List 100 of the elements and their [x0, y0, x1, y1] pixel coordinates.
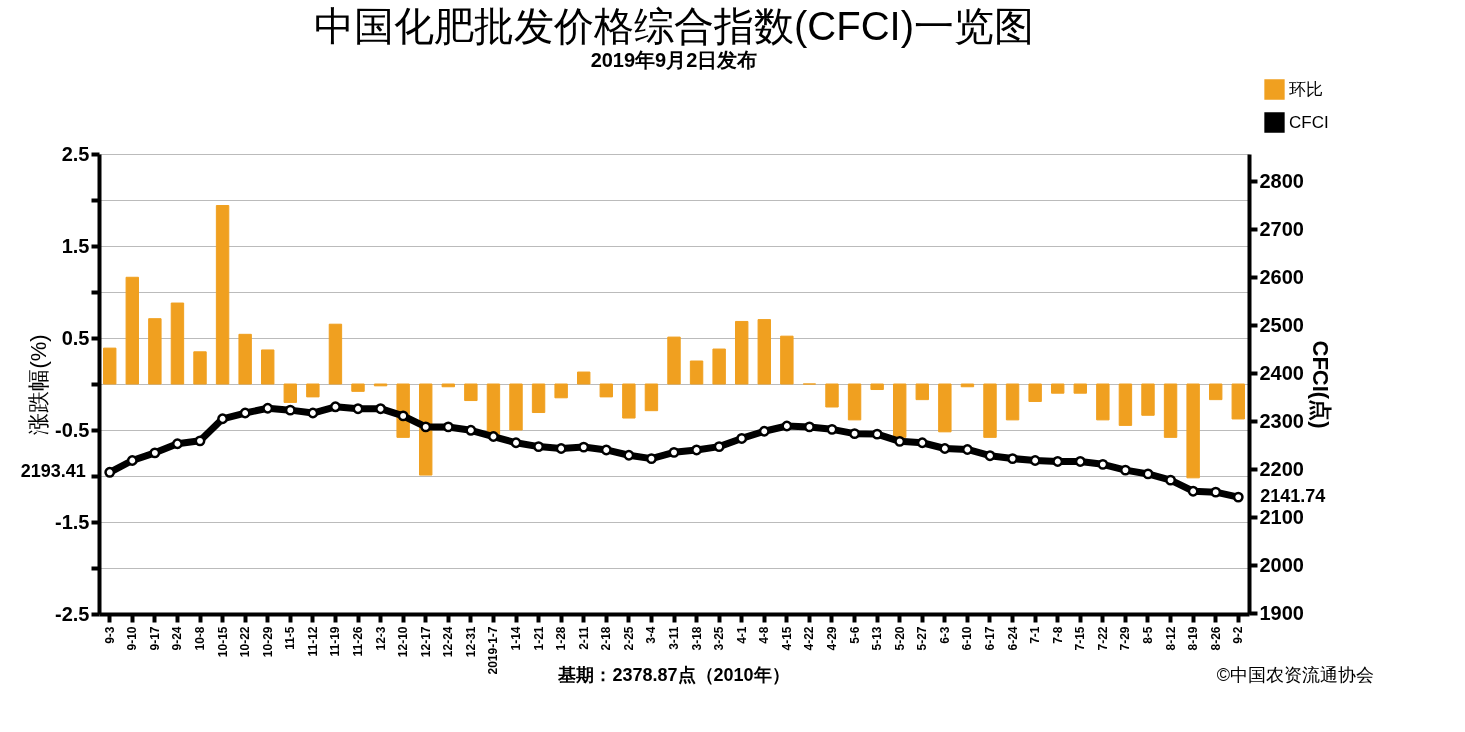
x-tick-label: 4-15 [779, 626, 794, 651]
bar [193, 351, 207, 385]
point [172, 438, 183, 450]
x-tick-label: 3-18 [689, 626, 704, 651]
point [1029, 455, 1041, 466]
bar [599, 383, 613, 398]
x-tick-label: 3-4 [644, 626, 659, 644]
bar [509, 383, 523, 431]
point [126, 455, 138, 466]
point [194, 435, 206, 447]
bar [1231, 383, 1245, 420]
bar [554, 383, 568, 399]
point [623, 449, 635, 461]
bar [1051, 383, 1065, 394]
x-tick-label: 9-10 [125, 626, 140, 651]
x-tick-label: 5-20 [892, 626, 907, 651]
point [465, 424, 477, 436]
bar [577, 371, 591, 385]
x-tick-label: 9-2 [1231, 626, 1246, 644]
y2-tick-label: 2800 [1259, 169, 1304, 192]
point [1187, 485, 1199, 497]
x-tick-label: 6-24 [1005, 626, 1020, 651]
point [939, 443, 951, 454]
point [961, 444, 973, 455]
x-tick-label: 12-17 [418, 626, 433, 658]
data-label: 2193.41 [20, 461, 86, 482]
point [1210, 486, 1222, 498]
x-tick-label: 9-24 [170, 626, 185, 651]
x-tick-label: 8-12 [1163, 626, 1178, 651]
point [578, 441, 590, 453]
bar [103, 347, 117, 385]
bar [893, 383, 907, 438]
bar [983, 383, 997, 438]
bar [689, 360, 704, 385]
point [1119, 464, 1131, 476]
point [1097, 458, 1109, 470]
y-tick-label: 1.5 [61, 234, 90, 257]
x-tick-label: 7-8 [1050, 626, 1065, 644]
x-tick-label: 4-1 [734, 626, 749, 644]
x-tick-label: 5-27 [915, 626, 930, 651]
bar [283, 383, 297, 403]
x-tick-label: 12-31 [463, 626, 478, 658]
point [984, 450, 996, 462]
point [849, 428, 860, 440]
x-tick-label: 8-5 [1140, 626, 1155, 644]
bar [306, 383, 320, 398]
x-tick-label: 9-17 [147, 626, 162, 651]
point [104, 466, 116, 478]
x-tick-label: 1-14 [509, 626, 523, 651]
y2-tick-label: 2700 [1259, 217, 1304, 240]
y-tick-label: -2.5 [55, 602, 90, 625]
x-tick-label: 11-12 [305, 626, 320, 657]
y2-tick-label: 2000 [1259, 553, 1304, 576]
x-tick-label: 4-29 [825, 626, 839, 651]
point [713, 441, 725, 453]
y-tick-label: 2.5 [61, 142, 90, 165]
bar [441, 383, 455, 388]
x-tick-label: 5-13 [870, 626, 885, 651]
point [736, 433, 748, 444]
point [691, 444, 702, 456]
bar [238, 333, 252, 385]
x-tick-label: 9-3 [102, 626, 117, 644]
y2-tick-label: 2400 [1259, 361, 1304, 384]
point [668, 446, 680, 458]
bar [780, 335, 794, 385]
bar [1163, 383, 1178, 438]
point [1007, 453, 1018, 465]
bar [712, 348, 726, 385]
x-tick-label: 5-6 [847, 626, 862, 644]
bar [1209, 383, 1223, 401]
bar [1186, 383, 1200, 479]
point [1232, 491, 1244, 503]
bar [419, 383, 433, 476]
point [646, 453, 657, 465]
y-tick-label: -1.5 [55, 510, 90, 533]
y-tick-label: 0.5 [61, 326, 90, 349]
text: ©中国农资流通协会 [1216, 665, 1374, 685]
bar [215, 205, 230, 385]
point [600, 444, 612, 456]
y-axis-title: 涨跌幅(%) [26, 334, 52, 435]
legend-label: 环比 [1289, 79, 1323, 99]
x-tick-label: 10-15 [215, 626, 230, 658]
bar [1141, 383, 1155, 416]
x-tick-label: 7-29 [1118, 626, 1133, 651]
point [555, 443, 567, 454]
x-tick-label: 11-5 [283, 626, 298, 650]
point [510, 437, 522, 449]
bar [667, 336, 681, 385]
x-tick-label: 3-25 [712, 626, 727, 651]
x-tick-label: 2019-1-7 [486, 626, 501, 675]
bar [464, 383, 478, 402]
x-tick-label: 7-1 [1028, 626, 1043, 644]
point [758, 425, 770, 437]
point [262, 402, 274, 414]
y2-tick-label: 2100 [1259, 505, 1304, 528]
point [330, 401, 341, 413]
bar [622, 383, 636, 419]
bar [757, 319, 771, 385]
bar [938, 383, 952, 433]
x-tick-label: 12-24 [441, 626, 456, 658]
